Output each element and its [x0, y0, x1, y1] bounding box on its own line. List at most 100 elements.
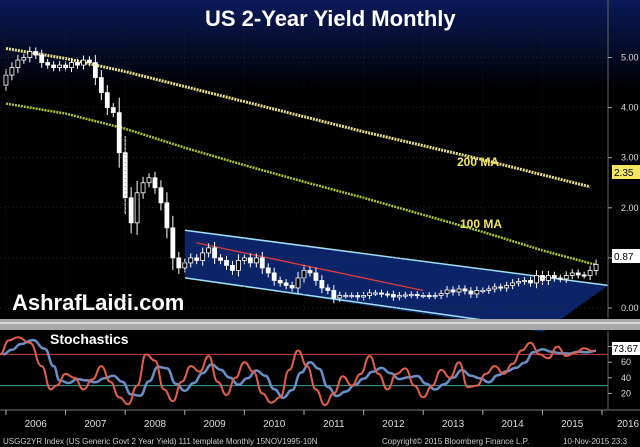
- candle-body-100: [593, 264, 599, 271]
- chart-title: US 2-Year Yield Monthly: [205, 6, 456, 31]
- stoch-last-box: 73.67: [612, 342, 640, 355]
- candle-body-87: [516, 281, 521, 284]
- candle-body-41: [241, 257, 247, 261]
- svg-text:2.35: 2.35: [614, 168, 634, 179]
- candle-body-94: [557, 277, 563, 280]
- price-tick-label-5: 0.00: [621, 303, 639, 313]
- candle-body-16: [92, 62, 98, 78]
- candle-body-90: [534, 275, 539, 284]
- x-tick-label-9: 2015: [561, 419, 584, 430]
- candle-body-93: [551, 275, 557, 279]
- stochastics-lines: [0, 336, 597, 407]
- candle-body-42: [247, 257, 253, 264]
- candle-body-31: [182, 262, 188, 269]
- candle-body-1: [3, 74, 9, 86]
- candle-body-97: [575, 272, 581, 276]
- candle-body-38: [224, 259, 229, 266]
- candle-body-66: [391, 294, 396, 298]
- candle-body-98: [581, 274, 587, 277]
- candle-body-57: [337, 295, 343, 299]
- candle-body-73: [432, 295, 438, 298]
- candle-body-27: [158, 187, 164, 204]
- candle-body-44: [259, 257, 265, 269]
- stoch-tick-label-1: 60: [621, 357, 631, 367]
- candle-body-55: [325, 287, 331, 291]
- stoch-tick-label-2: 40: [621, 373, 631, 383]
- footer-timestamp: 10-Nov-2015 23:3: [563, 437, 628, 446]
- candle-body-67: [396, 295, 402, 298]
- candle-body-40: [236, 259, 241, 271]
- candle-body-80: [474, 290, 480, 295]
- candle-body-59: [349, 295, 355, 298]
- candle-body-45: [265, 267, 271, 274]
- price-tick-label-1: 4.00: [621, 103, 639, 113]
- watermark: AshrafLaidi.com: [12, 290, 184, 315]
- x-tick-label-3: 2009: [203, 419, 226, 430]
- x-tick-label-6: 2012: [382, 419, 405, 430]
- candle-body-19: [110, 107, 116, 114]
- moving-averages: [5, 47, 597, 267]
- candle-body-58: [343, 295, 349, 298]
- candle-body-62: [367, 292, 372, 296]
- ma200-line: [5, 47, 591, 189]
- candle-body-65: [385, 293, 390, 296]
- candle-body-21: [122, 152, 128, 199]
- panel-separator: [0, 319, 640, 330]
- x-tick-label-5: 2011: [323, 419, 345, 430]
- candle-body-77: [456, 288, 462, 293]
- candle-body-2: [9, 67, 15, 76]
- candle-body-6: [33, 51, 39, 56]
- last-price-box: 0.87: [612, 249, 640, 263]
- footer-left: USGG2YR Index (US Generic Govt 2 Year Yi…: [3, 437, 318, 446]
- candle-body-47: [277, 280, 283, 284]
- candle-body-96: [569, 272, 575, 276]
- candle-body-5: [27, 51, 33, 58]
- candle-body-50: [295, 277, 301, 289]
- candle-body-7: [39, 54, 45, 63]
- candle-body-92: [545, 275, 551, 281]
- candle-body-86: [510, 282, 516, 286]
- candle-body-72: [426, 295, 432, 298]
- stoch-d-line: [2, 338, 597, 400]
- panel-separator-stripe: [0, 322, 640, 324]
- stochastics-label: Stochastics: [50, 331, 129, 347]
- candle-body-36: [212, 247, 217, 259]
- candle-body-18: [104, 92, 110, 109]
- candle-body-84: [498, 286, 504, 289]
- x-axis: 2006 2007 2008 2009 2010 2011 2012 2013 2014 2015…: [0, 30, 640, 430]
- ma100-line: [5, 102, 597, 267]
- candle-body-91: [540, 275, 545, 281]
- candle-body-13: [75, 62, 80, 66]
- candle-body-32: [188, 257, 194, 264]
- candle-body-20: [116, 112, 122, 154]
- last-price-label: 0.87: [614, 252, 634, 263]
- candle-body-39: [230, 265, 235, 271]
- candle-body-89: [528, 280, 533, 284]
- candle-body-68: [402, 294, 408, 297]
- candles: [3, 46, 599, 304]
- candle-body-56: [331, 290, 337, 299]
- stoch-tick-label-3: 20: [621, 388, 631, 398]
- candle-body-61: [361, 295, 367, 298]
- candle-body-37: [218, 257, 223, 261]
- candle-body-22: [128, 197, 134, 224]
- x-tick-label-7: 2013: [442, 419, 465, 430]
- candle-body-28: [164, 202, 170, 229]
- candle-body-75: [444, 289, 450, 294]
- candle-body-52: [307, 270, 313, 274]
- candle-body-3: [15, 59, 21, 68]
- candle-body-76: [450, 289, 456, 293]
- ma200-label: 200 MA: [457, 155, 499, 169]
- candle-body-30: [176, 257, 182, 269]
- candle-body-33: [194, 257, 200, 261]
- candle-body-83: [492, 286, 498, 290]
- candle-body-25: [146, 177, 152, 184]
- x-tick-label-10: 2016: [617, 419, 640, 430]
- candle-body-10: [57, 64, 63, 68]
- candle-body-79: [468, 290, 474, 295]
- x-tick-label-2: 2008: [144, 419, 167, 430]
- candle-body-74: [438, 293, 444, 296]
- candle-body-82: [486, 288, 492, 291]
- x-tick-label-8: 2014: [502, 419, 525, 430]
